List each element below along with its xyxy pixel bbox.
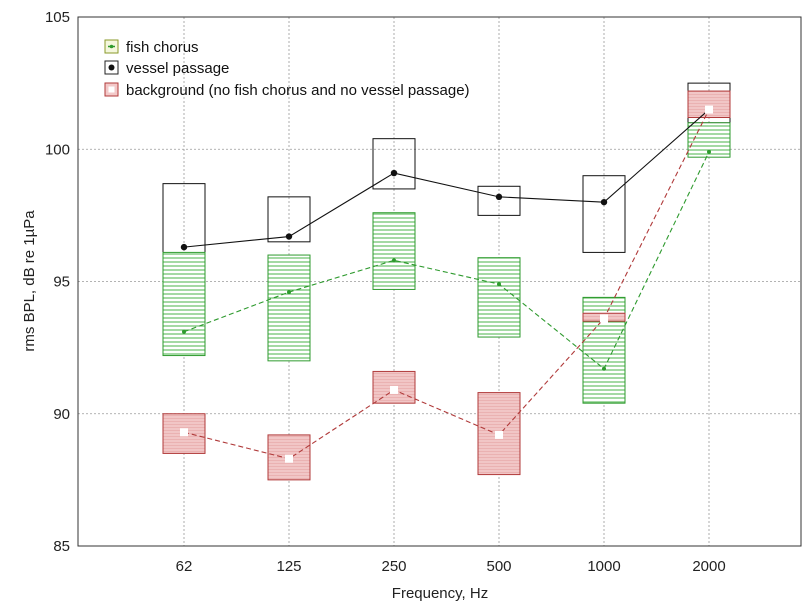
fish-chorus-box [687, 122, 731, 158]
fish-chorus-point [287, 290, 291, 295]
y-tick-labels: 85 90 95 100 105 [45, 9, 70, 555]
background-box [687, 90, 731, 119]
legend-item-background: background (no fish chorus and no vessel… [104, 82, 470, 99]
background-line [183, 109, 710, 460]
vessel-passage-point [180, 243, 188, 251]
legend-marker-fish-chorus [109, 44, 114, 49]
fish-chorus-line [183, 151, 710, 370]
x-tick-label: 500 [486, 558, 511, 575]
vessel-passage-point [600, 198, 608, 206]
x-tick-label: 62 [176, 558, 193, 575]
legend-item-vessel-passage: vessel passage [104, 60, 229, 77]
vessel-passage-box [477, 185, 521, 216]
background-point [705, 105, 713, 114]
fish-chorus-box [477, 257, 521, 338]
fish-chorus-point [707, 149, 711, 154]
y-tick-label: 90 [53, 406, 70, 423]
y-tick-label: 95 [53, 274, 70, 291]
legend-marker-vessel-passage [108, 64, 115, 71]
y-tick-label: 100 [45, 141, 70, 158]
background-point [495, 430, 503, 439]
background-box [372, 370, 416, 404]
legend-label-background: background (no fish chorus and no vessel… [126, 82, 470, 99]
background-point [390, 385, 398, 394]
vessel-passage-box [372, 138, 416, 190]
x-tick-labels: 62 125 250 500 1000 2000 [176, 558, 726, 575]
x-tick-label: 250 [381, 558, 406, 575]
background-point [180, 428, 188, 437]
legend-label-vessel-passage: vessel passage [126, 60, 229, 77]
plot-frame [77, 16, 802, 547]
vessel-passage-point [285, 233, 293, 240]
fish-chorus-point [182, 329, 186, 334]
fish-chorus-point [602, 366, 606, 371]
x-tick-label: 1000 [587, 558, 620, 575]
box-layer [162, 82, 731, 481]
background-point [285, 454, 293, 463]
vessel-passage-point [495, 193, 503, 201]
fish-chorus-box [162, 251, 206, 357]
x-axis-title: Frequency, Hz [392, 585, 488, 602]
fish-chorus-box [372, 212, 416, 290]
marker-layer [180, 105, 713, 463]
fish-chorus-point [392, 258, 396, 263]
y-tick-label: 85 [53, 538, 70, 555]
x-tick-label: 2000 [692, 558, 725, 575]
fish-chorus-point [497, 282, 501, 287]
y-axis-title: rms BPL, dB re 1µPa [21, 210, 38, 352]
legend: fish chorus vessel passage background (n… [104, 39, 470, 99]
fish-chorus-box [267, 254, 311, 362]
vessel-passage-line [183, 109, 710, 248]
y-tick-label: 105 [45, 9, 70, 26]
vessel-passage-box [582, 175, 626, 253]
legend-marker-background [108, 86, 115, 93]
line-layer [183, 109, 710, 460]
legend-item-fish-chorus: fish chorus [104, 39, 199, 56]
x-tick-label: 125 [276, 558, 301, 575]
background-point [600, 314, 608, 323]
vessel-passage-box [267, 196, 311, 243]
vessel-passage-point [390, 169, 398, 177]
legend-label-fish-chorus: fish chorus [126, 39, 199, 56]
